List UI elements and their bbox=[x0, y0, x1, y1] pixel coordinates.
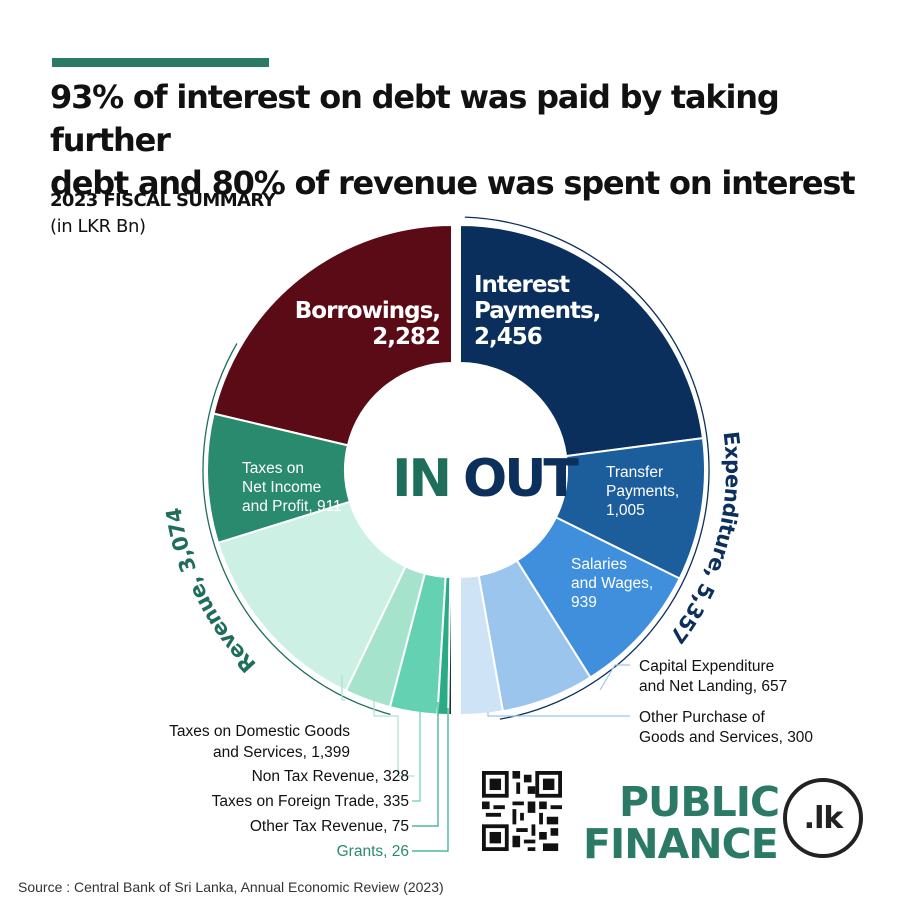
center-label-in: IN bbox=[392, 449, 449, 509]
accent-bar bbox=[52, 58, 269, 67]
slice-label-salaries-and-wages: Salaries and Wages, 939 bbox=[571, 556, 653, 611]
headline-line-2: debt and 80% of revenue was spent on int… bbox=[50, 164, 856, 202]
leader-other-tax-revenue bbox=[412, 702, 439, 827]
revenue-bracket bbox=[202, 343, 391, 716]
slice-label-borrowings: Borrowings, 2,282 bbox=[295, 298, 440, 350]
chart-subtitle: 2023 FISCAL SUMMARY bbox=[50, 190, 276, 211]
public-finance-logo: PUBLIC FINANCE .lk bbox=[583, 776, 873, 866]
leader-other-purchase bbox=[487, 712, 630, 717]
leader-non-tax-revenue bbox=[373, 692, 414, 777]
logo-word-finance: FINANCE bbox=[583, 820, 779, 868]
leader-taxes-domestic bbox=[341, 675, 345, 701]
slice-grants bbox=[447, 575, 453, 717]
slice-taxes-on-domestic-goods-and-services bbox=[216, 500, 407, 693]
label-capital-expenditure: Capital Expenditure and Net Landing, 657 bbox=[639, 658, 787, 695]
chart-units: (in LKR Bn) bbox=[50, 216, 146, 237]
label-grants: Grants, 26 bbox=[337, 843, 409, 860]
slice-other-purchase-of-goods-and-services bbox=[459, 574, 505, 717]
label-other-purchase: Other Purchase of Goods and Services, 300 bbox=[639, 709, 813, 746]
label-taxes-on-domestic-goods: Taxes on Domestic Goods and Services, 1,3… bbox=[169, 723, 350, 761]
logo-badge: .lk bbox=[783, 778, 863, 858]
leader-grants bbox=[412, 708, 449, 852]
expenditure-bracket bbox=[464, 216, 710, 720]
center-label-out: OUT bbox=[463, 449, 579, 509]
slice-label-transfer-payments: Transfer Payments, 1,005 bbox=[606, 464, 679, 519]
logo-word-public: PUBLIC bbox=[619, 778, 780, 826]
label-other-tax-revenue: Other Tax Revenue, 75 bbox=[250, 818, 409, 835]
slice-label-interest-payments: Interest Payments, 2,456 bbox=[474, 272, 600, 350]
label-non-tax-revenue: Non Tax Revenue, 328 bbox=[252, 768, 409, 785]
slice-label-taxes-on-net-income: Taxes on Net Income and Profit, 911 bbox=[242, 460, 342, 515]
slice-interest-payments bbox=[459, 223, 705, 458]
logo-badge-text: .lk bbox=[803, 800, 844, 836]
qr-code bbox=[482, 771, 562, 851]
slice-borrowings bbox=[212, 223, 453, 447]
headline-line-1: 93% of interest on debt was paid by taki… bbox=[50, 78, 780, 159]
page-title: 93% of interest on debt was paid by taki… bbox=[50, 76, 880, 205]
leader-capital-expenditure bbox=[599, 664, 630, 691]
leader-taxes-foreign-trade bbox=[412, 700, 421, 802]
label-taxes-on-foreign-trade: Taxes on Foreign Trade, 335 bbox=[212, 793, 409, 810]
source-note: Source : Central Bank of Sri Lanka, Annu… bbox=[18, 879, 444, 895]
